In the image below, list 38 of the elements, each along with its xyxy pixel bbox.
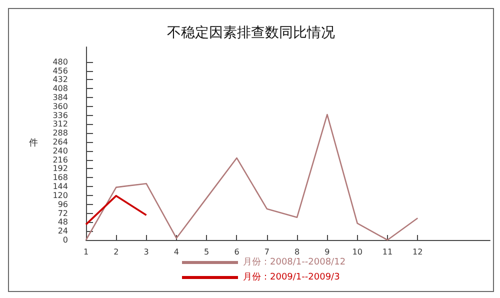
y-tick-label: 432 (52, 75, 68, 84)
x-tick-label: 4 (174, 248, 179, 256)
y-tick-label: 480 (52, 57, 68, 66)
x-tick-label: 3 (144, 248, 149, 256)
y-tick-label: 144 (52, 182, 68, 192)
y-tick-label: 456 (52, 66, 68, 76)
line-series (85, 114, 418, 241)
x-tick-label: 11 (382, 248, 393, 256)
y-tick-label: 168 (52, 173, 68, 182)
y-tick-label: 264 (52, 138, 68, 147)
y-tick-label: 192 (52, 164, 68, 174)
y-tick-label: 408 (52, 84, 68, 94)
x-tick-label: 9 (324, 248, 330, 256)
chart-title: 不稳定因素排查数同比情况 (167, 25, 335, 41)
x-tick-label: 5 (204, 248, 210, 256)
y-tick-label: 72 (58, 208, 68, 218)
y-tick-label: 336 (52, 110, 68, 120)
x-tick-label: 8 (294, 248, 300, 256)
text: 月份：2008/1--2008/12 (243, 256, 346, 268)
y-tick-label: 48 (58, 218, 68, 227)
y-tick-label: 96 (58, 200, 68, 209)
x-tick-label: 6 (234, 248, 240, 256)
y-tick-label: 0 (62, 236, 68, 244)
y-tick-label: 312 (52, 120, 68, 129)
x-tick-label: 12 (412, 248, 423, 256)
y-tick-label: 216 (52, 155, 68, 164)
y-tick-label: 240 (52, 146, 68, 156)
text: 月份：2009/1--2009/3 (243, 272, 340, 282)
y-tick-label: 384 (52, 92, 68, 102)
y-axis-title: 件 (29, 138, 38, 148)
x-tick-label: 2 (114, 248, 119, 256)
y-tick-label: 288 (52, 128, 68, 138)
y-tick-label: 360 (52, 102, 68, 111)
x-tick-label: 1 (83, 248, 89, 256)
y-tick-label: 120 (52, 190, 68, 200)
x-tick-label: 7 (264, 248, 270, 256)
y-tick-label: 24 (58, 226, 68, 236)
x-tick-label: 10 (352, 248, 362, 256)
